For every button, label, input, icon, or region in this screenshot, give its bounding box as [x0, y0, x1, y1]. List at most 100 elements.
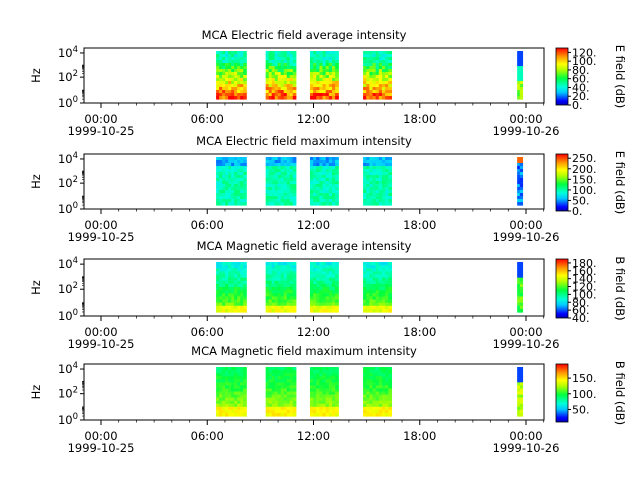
spectrogram-cell	[289, 196, 294, 200]
spectrogram-cell	[240, 199, 244, 203]
spectrogram-cell	[231, 93, 235, 97]
spectrogram-cell	[332, 373, 336, 377]
spectrogram-cell	[388, 277, 393, 282]
spectrogram-cell	[375, 187, 380, 191]
spectrogram-cell	[286, 172, 291, 176]
spectrogram-cell	[375, 202, 380, 206]
spectrogram-cell	[366, 57, 370, 61]
spectrogram-cell	[283, 160, 288, 164]
spectrogram-cell	[388, 274, 393, 279]
spectrogram-cell	[265, 199, 270, 203]
spectrogram-cell	[335, 283, 339, 288]
spectrogram-cell	[286, 388, 291, 393]
spectrogram-cell	[316, 265, 320, 269]
spectrogram-cell	[243, 172, 247, 176]
spectrogram-cell	[332, 196, 336, 200]
spectrogram-cell	[222, 72, 226, 76]
spectrogram-cell	[274, 397, 279, 402]
spectrogram-cell	[231, 78, 235, 82]
spectrogram-cell	[274, 373, 279, 377]
spectrogram-cell	[271, 199, 276, 203]
spectrogram-cell	[328, 308, 333, 313]
spectrogram-cell	[280, 78, 285, 82]
spectrogram-cell	[517, 199, 521, 203]
spectrogram-cell	[280, 96, 285, 100]
spectrogram-cell	[222, 293, 226, 297]
spectrogram-cell	[240, 376, 244, 380]
spectrogram-cell	[231, 69, 235, 73]
spectrogram-cell	[274, 296, 279, 301]
spectrogram-cell	[216, 54, 220, 58]
spectrogram-cell	[228, 75, 232, 79]
spectrogram-cell	[325, 202, 330, 206]
spectrogram-cell	[292, 81, 297, 85]
spectrogram-cell	[271, 196, 276, 200]
spectrogram-cell	[237, 271, 241, 276]
spectrogram-cell	[240, 178, 244, 182]
spectrogram-cell	[240, 367, 244, 371]
spectrogram-cell	[268, 277, 273, 282]
spectrogram-cell	[286, 196, 291, 200]
spectrogram-cell	[234, 169, 238, 173]
spectrogram-cell	[277, 299, 282, 304]
spectrogram-cell	[313, 394, 317, 399]
spectrogram-cell	[216, 193, 220, 197]
spectrogram-cell	[268, 302, 273, 307]
spectrogram-cell	[385, 96, 389, 100]
spectrogram-cell	[519, 78, 524, 82]
spectrogram-cell	[378, 391, 383, 396]
spectrogram-cell	[219, 78, 223, 82]
spectrogram-cell	[319, 302, 324, 307]
spectrogram-cell	[372, 287, 377, 291]
colorbar-tick-label: 50.	[572, 403, 590, 416]
spectrogram-cell	[231, 57, 235, 61]
spectrogram-cell	[228, 87, 232, 91]
spectrogram-cell	[271, 406, 276, 411]
spectrogram-cell	[381, 75, 386, 79]
spectrogram-cell	[280, 57, 285, 61]
spectrogram-cell	[385, 166, 389, 170]
spectrogram-cell	[292, 373, 297, 377]
spectrogram-cell	[369, 268, 374, 272]
spectrogram-cell	[388, 296, 393, 301]
spectrogram-cell	[268, 290, 273, 294]
spectrogram-cell	[372, 412, 377, 417]
spectrogram-cell	[237, 169, 241, 173]
spectrogram-cell	[309, 87, 314, 91]
spectrogram-cell	[363, 305, 367, 310]
spectrogram-cell	[237, 90, 241, 94]
spectrogram-cell	[243, 90, 247, 94]
spectrogram-cell	[271, 81, 276, 85]
spectrogram-cell	[271, 397, 276, 402]
spectrogram-cell	[316, 72, 320, 76]
spectrogram-cell	[369, 382, 374, 386]
spectrogram-cell	[274, 268, 279, 272]
spectrogram-cell	[219, 199, 223, 203]
spectrogram-cell	[237, 308, 241, 313]
spectrogram-cell	[332, 181, 336, 185]
spectrogram-block	[265, 367, 297, 417]
spectrogram-cell	[381, 157, 386, 161]
spectrogram-cell	[225, 66, 229, 70]
spectrogram-cell	[335, 382, 339, 386]
spectrogram-cell	[381, 305, 386, 310]
spectrogram-cell	[378, 409, 383, 414]
spectrogram-cell	[363, 283, 367, 288]
spectrogram-cell	[519, 268, 524, 272]
spectrogram-cell	[519, 290, 524, 294]
spectrogram-cell	[292, 397, 297, 402]
spectrogram-cell	[225, 196, 229, 200]
spectrogram-cell	[225, 51, 229, 55]
spectrogram-cell	[369, 409, 374, 414]
spectrogram-cell	[517, 190, 521, 194]
spectrogram-cell	[286, 376, 291, 380]
spectrogram-cell	[237, 367, 241, 371]
spectrogram-cell	[322, 394, 327, 399]
spectrogram-cell	[322, 280, 327, 285]
spectrogram-cell	[388, 385, 393, 390]
spectrogram-cell	[237, 202, 241, 206]
spectrogram-cell	[280, 409, 285, 414]
spectrogram-cell	[225, 190, 229, 194]
spectrogram-cell	[286, 271, 291, 276]
